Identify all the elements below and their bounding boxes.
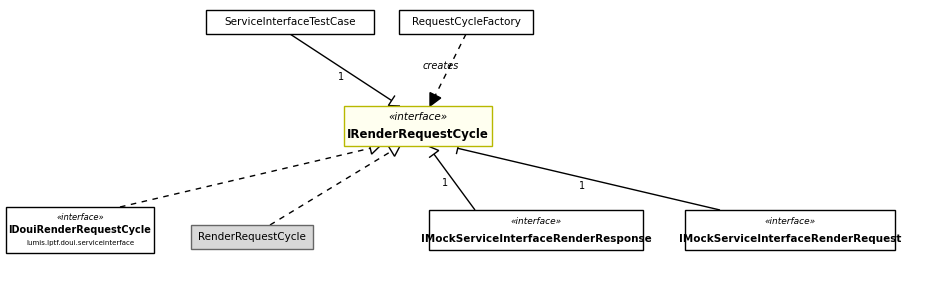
Text: creates: creates: [422, 61, 459, 71]
Text: IMockServiceInterfaceRenderRequest: IMockServiceInterfaceRenderRequest: [678, 234, 900, 244]
Text: 1: 1: [578, 181, 585, 191]
FancyBboxPatch shape: [684, 210, 894, 250]
FancyBboxPatch shape: [191, 225, 312, 249]
Text: IMockServiceInterfaceRenderResponse: IMockServiceInterfaceRenderResponse: [420, 234, 651, 244]
Text: 1: 1: [441, 178, 448, 188]
FancyBboxPatch shape: [399, 10, 532, 34]
Text: «interface»: «interface»: [510, 217, 561, 226]
FancyBboxPatch shape: [206, 10, 374, 34]
Text: ServiceInterfaceTestCase: ServiceInterfaceTestCase: [224, 17, 355, 27]
FancyBboxPatch shape: [344, 106, 491, 146]
Text: RequestCycleFactory: RequestCycleFactory: [411, 17, 520, 27]
Text: «interface»: «interface»: [57, 213, 104, 222]
Text: «interface»: «interface»: [388, 112, 447, 122]
Polygon shape: [429, 92, 440, 106]
Text: IRenderRequestCycle: IRenderRequestCycle: [347, 128, 489, 141]
Text: 1: 1: [337, 72, 343, 82]
Text: «interface»: «interface»: [764, 217, 815, 226]
FancyBboxPatch shape: [428, 210, 642, 250]
Text: lumis.lptf.doui.serviceinterface: lumis.lptf.doui.serviceinterface: [26, 240, 133, 246]
FancyBboxPatch shape: [6, 207, 154, 253]
Text: IDouiRenderRequestCycle: IDouiRenderRequestCycle: [8, 225, 151, 235]
Text: RenderRequestCycle: RenderRequestCycle: [197, 232, 306, 242]
